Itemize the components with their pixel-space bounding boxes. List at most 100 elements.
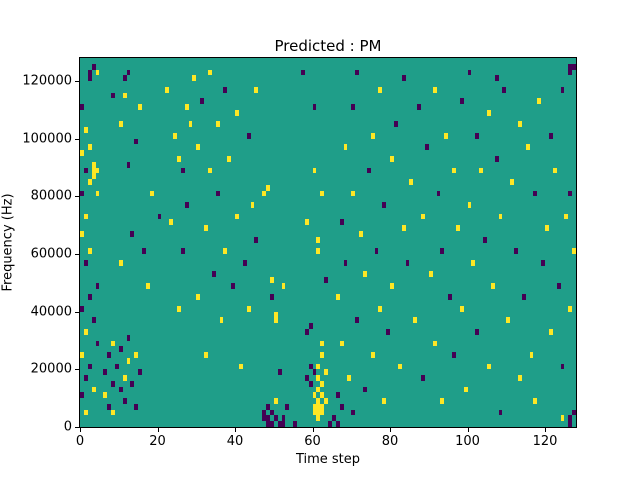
heatmap-cell	[498, 213, 503, 220]
heatmap-cell	[320, 409, 325, 416]
heatmap-cell	[475, 328, 480, 335]
heatmap-cell	[405, 259, 410, 266]
heatmap-cell	[490, 282, 495, 289]
y-tick-mark	[75, 254, 79, 256]
heatmap-cell	[223, 86, 228, 93]
heatmap-cell	[180, 248, 185, 255]
heatmap-cell	[111, 340, 115, 347]
heatmap-cell	[494, 75, 499, 82]
heatmap-cell	[165, 86, 170, 93]
heatmap-cell	[428, 271, 433, 278]
x-tick-label: 20	[149, 434, 166, 449]
heatmap-cell	[238, 363, 243, 370]
heatmap-cell	[502, 86, 507, 93]
heatmap-cell	[87, 248, 92, 255]
heatmap-cell	[390, 156, 394, 162]
heatmap-cell	[130, 230, 135, 237]
heatmap-cell	[335, 392, 340, 399]
heatmap-cell	[111, 409, 115, 416]
heatmap-cell	[386, 328, 390, 335]
heatmap-cell	[475, 132, 480, 139]
heatmap-cell	[304, 328, 309, 335]
heatmap-cell	[103, 369, 108, 376]
heatmap-cell	[118, 259, 123, 266]
heatmap-cell	[312, 369, 317, 376]
heatmap-cell	[87, 144, 92, 151]
x-tick-mark	[390, 428, 391, 432]
heatmap-cell	[568, 190, 573, 197]
heatmap-cell	[324, 277, 328, 283]
chart-title: Predicted : PM	[274, 37, 382, 55]
heatmap-cell	[111, 92, 115, 99]
heatmap-cell	[227, 156, 232, 162]
heatmap-cell	[421, 213, 425, 220]
heatmap-cell	[80, 305, 84, 312]
heatmap-cell	[204, 352, 208, 358]
heatmap-cell	[87, 75, 92, 82]
heatmap-cell	[196, 144, 201, 151]
heatmap-cell	[401, 75, 406, 82]
heatmap-cell	[254, 236, 259, 243]
heatmap-cell	[483, 236, 487, 243]
heatmap-cell	[118, 386, 123, 393]
heatmap-cell	[223, 248, 228, 255]
heatmap-cell	[455, 225, 460, 231]
heatmap-plot-area	[79, 57, 577, 428]
heatmap-cell	[91, 386, 96, 393]
heatmap-cell	[568, 63, 573, 70]
heatmap-cell	[351, 190, 356, 197]
heatmap-cell	[308, 380, 313, 387]
heatmap-cell	[572, 248, 576, 255]
heatmap-cell	[91, 317, 96, 324]
y-tick-mark	[75, 311, 79, 313]
heatmap-cell	[316, 398, 321, 404]
x-tick-mark	[235, 428, 236, 432]
heatmap-cell	[83, 167, 88, 174]
heatmap-cell	[95, 190, 100, 197]
heatmap-cell	[83, 213, 88, 220]
heatmap-cell	[362, 271, 367, 278]
heatmap-cell	[83, 127, 88, 133]
y-tick-mark	[75, 196, 79, 198]
heatmap-cell	[122, 75, 127, 82]
heatmap-cell	[556, 282, 561, 289]
heatmap-cell	[176, 156, 181, 162]
heatmap-cell	[266, 415, 270, 422]
y-tick-label: 20000	[30, 361, 72, 377]
heatmap-cell	[355, 69, 359, 76]
heatmap-cell	[339, 219, 344, 226]
heatmap-cell	[80, 104, 84, 110]
heatmap-cell	[281, 282, 286, 289]
heatmap-cell	[440, 248, 445, 255]
heatmap-cell	[320, 392, 325, 399]
heatmap-cell	[486, 363, 491, 370]
heatmap-cell	[254, 86, 259, 93]
heatmap-cell	[366, 167, 371, 174]
heatmap-cell	[126, 161, 131, 168]
heatmap-cell	[397, 363, 402, 370]
heatmap-cell	[246, 132, 251, 139]
heatmap-cell	[552, 167, 557, 174]
heatmap-cell	[235, 213, 239, 220]
heatmap-cell	[304, 375, 309, 381]
heatmap-cell	[378, 305, 383, 312]
heatmap-cell	[95, 69, 100, 76]
heatmap-cell	[486, 109, 491, 116]
heatmap-cell	[266, 421, 270, 427]
heatmap-cell	[95, 340, 100, 347]
heatmap-cell	[91, 167, 96, 174]
heatmap-cell	[494, 156, 499, 162]
heatmap-cell	[308, 323, 313, 329]
heatmap-cell	[517, 121, 522, 128]
heatmap-cell	[122, 375, 127, 381]
heatmap-cell	[459, 305, 464, 312]
heatmap-cell	[444, 132, 449, 139]
heatmap-cell	[80, 392, 84, 399]
heatmap-cell	[126, 357, 131, 364]
y-tick-label: 80000	[30, 188, 72, 204]
heatmap-cell	[83, 409, 88, 416]
heatmap-cell	[448, 294, 452, 301]
x-tick-mark	[545, 428, 546, 432]
heatmap-cell	[316, 403, 321, 410]
